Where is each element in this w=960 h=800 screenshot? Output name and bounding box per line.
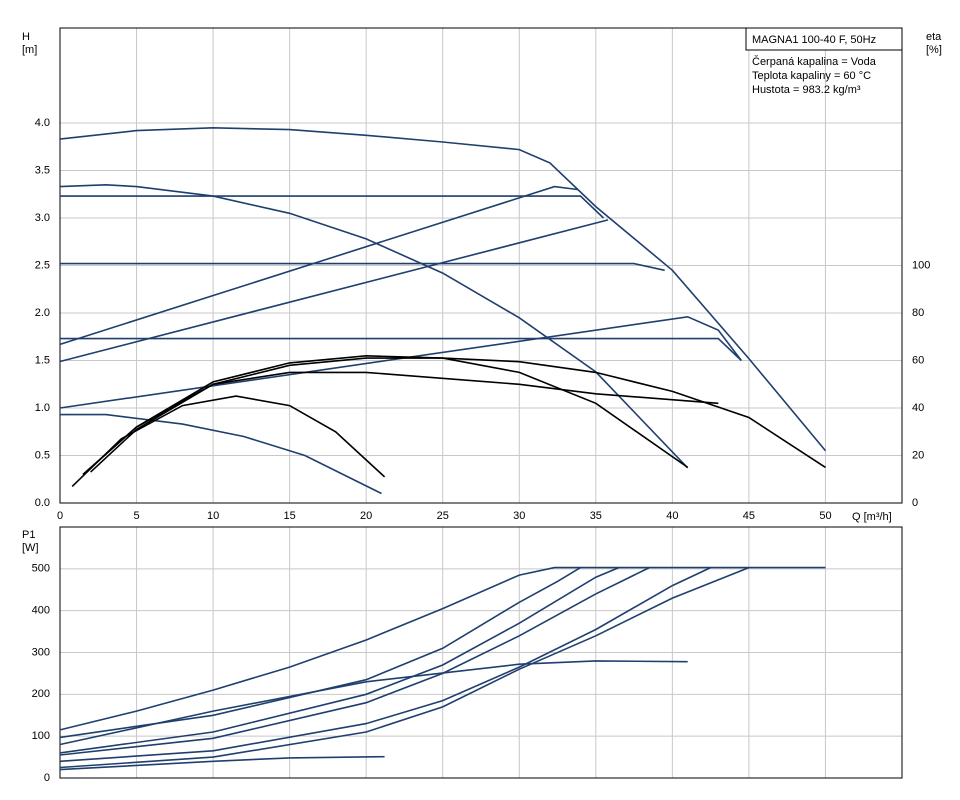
y2-unit: [%] [926,44,942,56]
plot-frame [59,27,903,504]
y-tick-label: 500 [32,563,50,575]
x-label: Q [m³/h] [852,511,892,523]
y2-tick-label: 40 [912,402,924,414]
y2-label: eta [926,31,942,43]
y-tick-label: 4.0 [35,117,50,129]
y-tick-label: 0 [44,772,50,784]
curve [59,315,742,409]
y-label: H [22,31,30,43]
x-tick-label: 45 [743,510,755,522]
x-tick-label: 50 [819,510,831,522]
curve [60,413,382,495]
y-tick-label: 0.5 [35,449,50,461]
curve [60,195,605,219]
y-unit: [m] [22,44,37,56]
y-tick-label: 0.0 [35,497,50,509]
y2-tick-label: 20 [912,449,924,461]
curve [59,566,711,763]
info-line: Čerpaná kapalina = Voda [752,55,877,68]
x-tick-label: 5 [133,510,139,522]
curve [60,262,665,272]
y-label: P1 [22,529,35,541]
curve [59,566,826,731]
curve [59,219,609,363]
curve [59,566,620,754]
x-tick-label: 15 [284,510,296,522]
curve [59,566,750,769]
y-tick-label: 1.0 [35,402,50,414]
curve [59,566,650,756]
y-tick-label: 300 [32,646,50,658]
y-tick-label: 100 [32,730,50,742]
curve [82,354,689,476]
curve [60,337,742,362]
x-tick-label: 30 [513,510,525,522]
y-tick-label: 1.5 [35,354,50,366]
y-tick-label: 3.0 [35,212,50,224]
curve [59,566,581,739]
y-unit: [W] [22,542,39,554]
curve [59,755,385,771]
x-tick-label: 20 [360,510,372,522]
y2-tick-label: 100 [912,259,930,271]
curve [82,357,826,476]
y-tick-label: 200 [32,688,50,700]
info-title: MAGNA1 100-40 F, 50Hz [752,34,876,46]
info-line: Teplota kapaliny = 60 °C [752,70,871,82]
curve [59,183,689,469]
curve [59,126,827,452]
x-tick-label: 25 [437,510,449,522]
x-tick-label: 35 [590,510,602,522]
curve [90,371,719,473]
curve [59,660,688,746]
y-tick-label: 3.5 [35,164,50,176]
y2-tick-label: 0 [912,497,918,509]
curve [71,395,386,487]
y2-tick-label: 80 [912,307,924,319]
y-tick-label: 2.0 [35,307,50,319]
info-line: Hustota = 983.2 kg/m³ [752,84,861,96]
info-title-box [745,27,903,51]
y-tick-label: 2.5 [35,259,50,271]
curve [59,185,578,346]
x-tick-label: 10 [207,510,219,522]
x-tick-label: 0 [57,510,63,522]
plot-frame [59,526,903,779]
y2-tick-label: 60 [912,354,924,366]
y-tick-label: 400 [32,605,50,617]
x-tick-label: 40 [666,510,678,522]
